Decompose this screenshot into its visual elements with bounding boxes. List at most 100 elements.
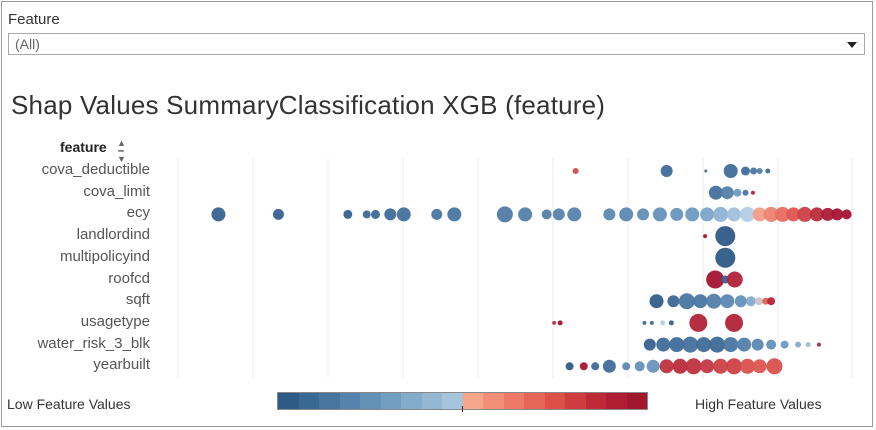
- data-point-ecy[interactable]: [700, 207, 715, 222]
- data-point-ecy[interactable]: [670, 207, 684, 221]
- data-point-cova_deductible[interactable]: [741, 166, 751, 176]
- data-point-ecy[interactable]: [518, 207, 533, 222]
- data-point-ecy[interactable]: [841, 209, 852, 220]
- data-point-yearbuilt[interactable]: [713, 358, 729, 374]
- data-point-yearbuilt[interactable]: [672, 358, 688, 374]
- data-point-ecy[interactable]: [831, 208, 844, 221]
- data-point-roofcd[interactable]: [706, 270, 725, 289]
- data-point-ecy[interactable]: [821, 207, 835, 221]
- data-point-usagetype[interactable]: [689, 313, 708, 332]
- data-point-sqft[interactable]: [734, 295, 747, 308]
- data-point-usagetype[interactable]: [660, 320, 666, 326]
- data-point-ecy[interactable]: [272, 208, 284, 220]
- data-point-landlordind[interactable]: [703, 234, 708, 239]
- data-point-sqft[interactable]: [649, 294, 664, 309]
- data-point-water_risk_3_blk[interactable]: [723, 337, 739, 353]
- data-point-ecy[interactable]: [552, 208, 565, 221]
- data-point-cova_deductible[interactable]: [723, 164, 738, 178]
- data-point-usagetype[interactable]: [725, 313, 744, 332]
- data-point-water_risk_3_blk[interactable]: [816, 342, 821, 347]
- data-point-ecy[interactable]: [763, 206, 779, 222]
- data-point-ecy[interactable]: [619, 207, 634, 222]
- data-point-water_risk_3_blk[interactable]: [805, 342, 811, 348]
- data-point-ecy[interactable]: [752, 207, 767, 222]
- data-point-water_risk_3_blk[interactable]: [709, 336, 726, 353]
- data-point-ecy[interactable]: [362, 210, 371, 219]
- data-point-yearbuilt[interactable]: [726, 358, 743, 375]
- data-point-yearbuilt[interactable]: [659, 359, 674, 374]
- sort-ascending-icon[interactable]: ▲ ━ ▼: [117, 138, 126, 164]
- data-point-ecy[interactable]: [343, 209, 353, 219]
- data-point-cova_deductible[interactable]: [704, 169, 708, 173]
- data-point-ecy[interactable]: [775, 206, 791, 222]
- data-point-yearbuilt[interactable]: [752, 359, 767, 374]
- data-point-yearbuilt[interactable]: [740, 358, 756, 374]
- data-point-ecy[interactable]: [797, 206, 813, 222]
- data-point-ecy[interactable]: [541, 209, 552, 220]
- data-point-cova_deductible[interactable]: [765, 168, 771, 174]
- data-point-ecy[interactable]: [447, 207, 462, 222]
- data-point-cova_limit[interactable]: [742, 189, 749, 196]
- data-point-cova_limit[interactable]: [750, 190, 755, 195]
- data-point-water_risk_3_blk[interactable]: [795, 341, 802, 348]
- data-point-yearbuilt[interactable]: [766, 358, 783, 375]
- data-point-cova_deductible[interactable]: [756, 168, 763, 174]
- data-point-ecy[interactable]: [652, 207, 667, 222]
- data-point-yearbuilt[interactable]: [634, 361, 645, 372]
- data-point-yearbuilt[interactable]: [602, 359, 616, 373]
- data-point-cova_deductible[interactable]: [750, 167, 758, 175]
- data-point-ecy[interactable]: [713, 206, 729, 222]
- data-point-cova_deductible[interactable]: [660, 165, 673, 177]
- data-point-yearbuilt[interactable]: [622, 362, 631, 371]
- data-point-sqft[interactable]: [754, 297, 763, 306]
- data-point-sqft[interactable]: [667, 295, 680, 308]
- chevron-down-icon[interactable]: [847, 42, 857, 48]
- data-point-ecy[interactable]: [211, 207, 226, 222]
- data-point-sqft[interactable]: [706, 293, 722, 309]
- data-point-ecy[interactable]: [370, 209, 380, 219]
- data-point-water_risk_3_blk[interactable]: [751, 338, 764, 351]
- data-point-sqft[interactable]: [762, 297, 770, 305]
- data-point-sqft[interactable]: [720, 294, 735, 309]
- data-point-water_risk_3_blk[interactable]: [766, 339, 777, 350]
- data-point-yearbuilt[interactable]: [685, 358, 702, 375]
- data-point-usagetype[interactable]: [642, 320, 647, 325]
- data-point-water_risk_3_blk[interactable]: [656, 337, 671, 352]
- data-point-yearbuilt[interactable]: [700, 359, 715, 374]
- data-point-ecy[interactable]: [740, 206, 756, 222]
- data-point-ecy[interactable]: [396, 207, 411, 222]
- data-point-ecy[interactable]: [431, 208, 443, 220]
- data-point-sqft[interactable]: [745, 296, 756, 307]
- data-point-sqft[interactable]: [767, 297, 776, 306]
- feature-filter-dropdown[interactable]: (All): [8, 33, 865, 55]
- data-point-ecy[interactable]: [567, 207, 582, 222]
- data-point-ecy[interactable]: [637, 208, 650, 221]
- data-point-yearbuilt[interactable]: [579, 362, 588, 371]
- data-point-water_risk_3_blk[interactable]: [669, 337, 685, 353]
- data-point-usagetype[interactable]: [552, 320, 557, 325]
- data-point-usagetype[interactable]: [649, 320, 654, 325]
- data-point-water_risk_3_blk[interactable]: [780, 340, 789, 349]
- data-point-ecy[interactable]: [384, 208, 397, 221]
- data-point-yearbuilt[interactable]: [646, 359, 660, 373]
- data-point-ecy[interactable]: [685, 207, 700, 222]
- data-point-cova_limit[interactable]: [720, 186, 734, 200]
- data-point-landlordind[interactable]: [715, 226, 736, 247]
- data-point-water_risk_3_blk[interactable]: [643, 338, 656, 351]
- data-point-water_risk_3_blk[interactable]: [737, 337, 752, 352]
- data-point-ecy[interactable]: [727, 207, 742, 222]
- data-point-sqft[interactable]: [678, 293, 695, 310]
- data-point-yearbuilt[interactable]: [591, 362, 600, 371]
- data-point-water_risk_3_blk[interactable]: [696, 337, 712, 353]
- data-point-yearbuilt[interactable]: [565, 362, 574, 371]
- data-point-water_risk_3_blk[interactable]: [682, 336, 699, 353]
- data-point-ecy[interactable]: [603, 208, 616, 221]
- data-point-ecy[interactable]: [496, 206, 513, 223]
- data-point-ecy[interactable]: [786, 207, 801, 222]
- data-point-usagetype[interactable]: [557, 320, 563, 326]
- data-point-cova_limit[interactable]: [733, 188, 742, 197]
- data-point-cova_deductible[interactable]: [572, 168, 579, 174]
- column-header-feature[interactable]: feature: [60, 139, 107, 155]
- data-point-ecy[interactable]: [809, 207, 824, 222]
- data-point-cova_limit[interactable]: [708, 185, 723, 200]
